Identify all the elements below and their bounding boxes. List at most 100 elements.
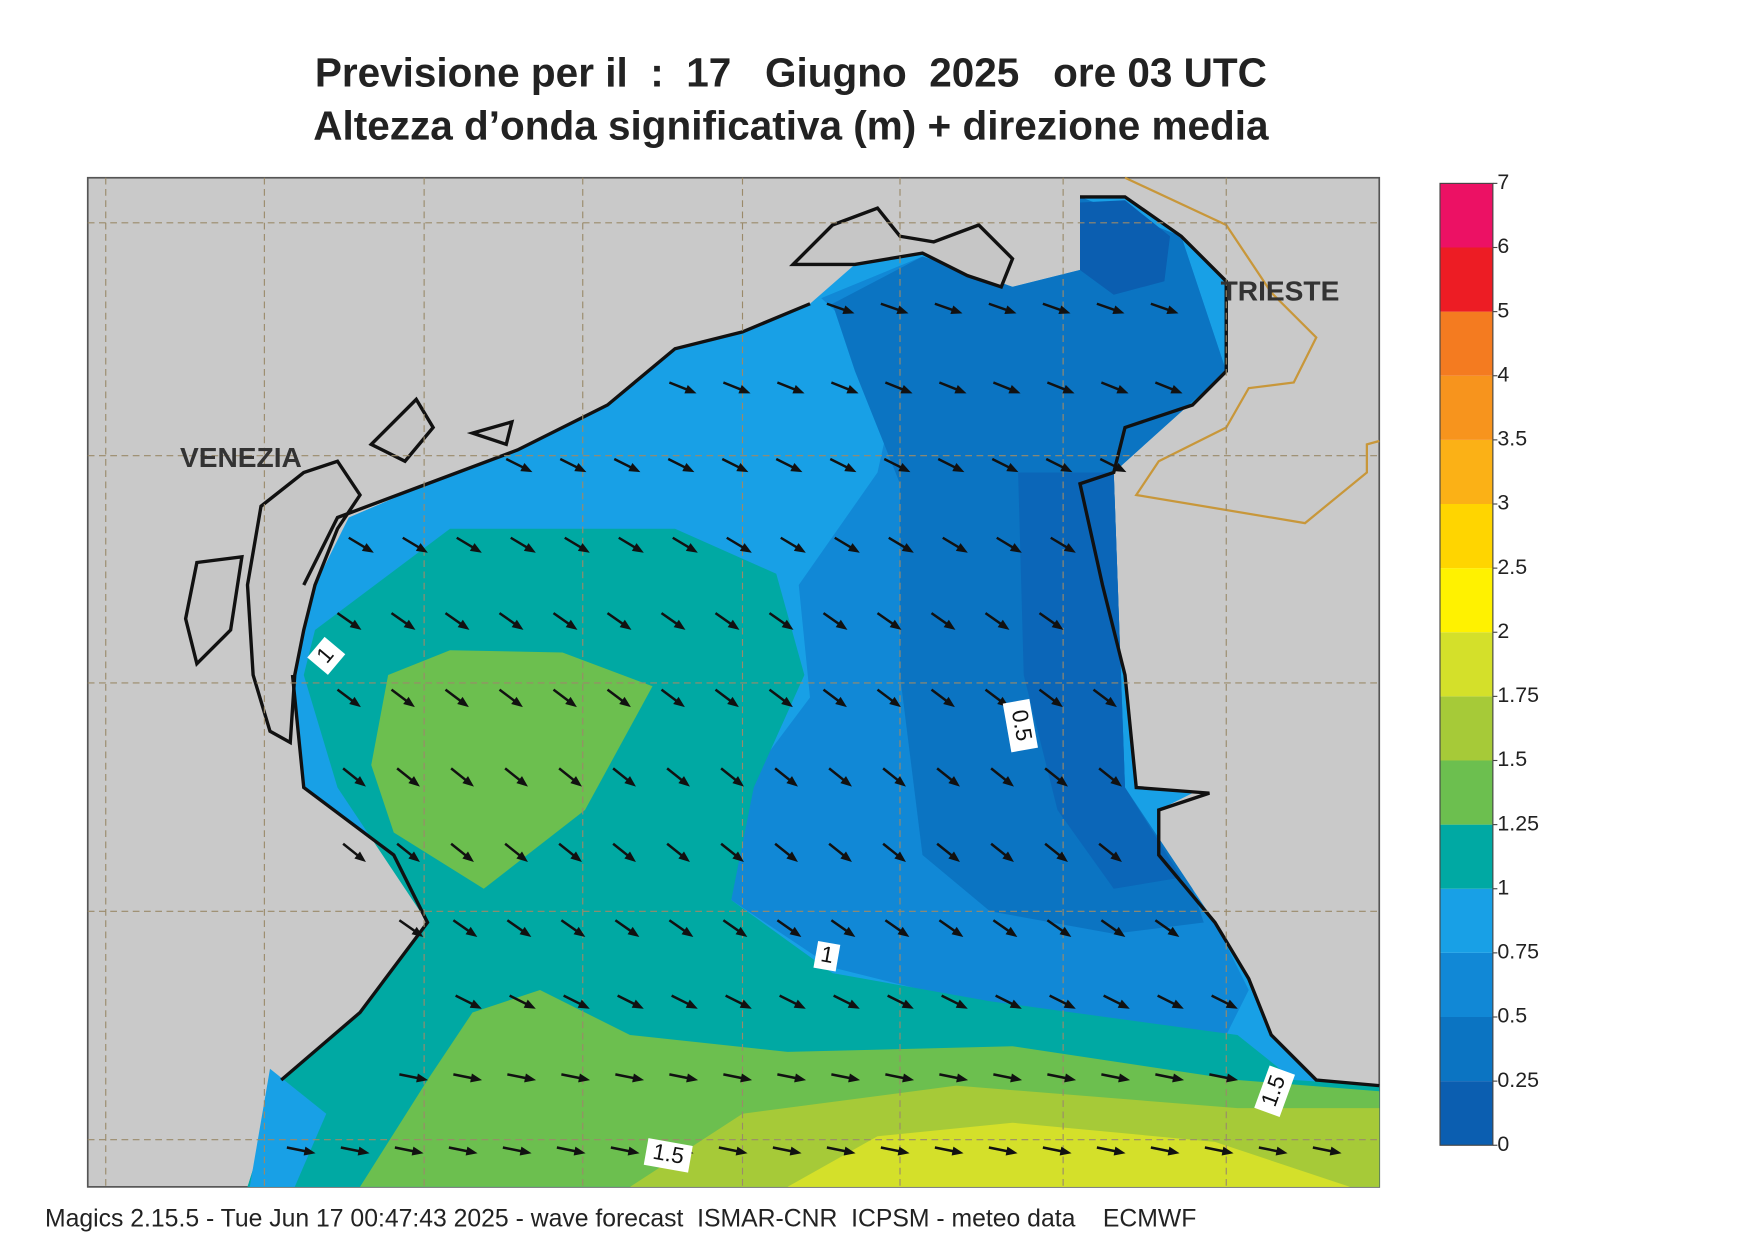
colorbar-band [1440, 696, 1493, 761]
colorbar-label: 1.5 [1497, 747, 1527, 771]
arrow-head [948, 851, 960, 863]
arrow-head [955, 999, 968, 1009]
arrow-head [1110, 851, 1122, 863]
arrow-head [574, 463, 587, 473]
arrow-head [835, 696, 847, 708]
arrow-head [565, 696, 577, 708]
arrow-head [1063, 999, 1076, 1009]
arrow-head [1275, 1146, 1288, 1156]
colorbar-band [1440, 247, 1493, 312]
arrow-head [465, 1146, 478, 1156]
place-label: TRIESTE [1221, 275, 1340, 306]
arrow-head [781, 696, 793, 708]
arrow-head [516, 776, 528, 787]
arrow-head [1010, 1073, 1023, 1083]
arrow-head [565, 619, 578, 630]
arrow-head [519, 1146, 532, 1156]
arrow-head [349, 619, 362, 630]
arrow-head [1058, 305, 1071, 314]
arrow-head [1118, 1073, 1131, 1083]
colorbar-label: 2.5 [1497, 555, 1527, 579]
colorbar-label: 3.5 [1497, 427, 1527, 451]
arrow-head [408, 776, 420, 787]
arrow-head [1051, 619, 1064, 630]
contour-label: 1 [813, 941, 841, 972]
arrow-head [735, 926, 748, 938]
arrow-head [624, 776, 636, 787]
sea-blue-patch [249, 1068, 327, 1187]
arrow-head [1005, 1146, 1018, 1156]
arrow-head [1004, 305, 1017, 314]
arrow-head [789, 1146, 802, 1156]
arrow-head [1166, 305, 1179, 314]
colorbar-label: 1.75 [1497, 683, 1539, 707]
arrow-head [738, 385, 751, 394]
colorbar-label: 1.25 [1497, 811, 1539, 835]
arrow-head [955, 543, 968, 553]
arrow-head [1005, 926, 1018, 938]
arrow-head [523, 543, 536, 553]
colorbar-band [1440, 760, 1493, 825]
arrow-head [840, 851, 852, 863]
contour-label: 1.5 [643, 1138, 693, 1173]
arrow-head [950, 305, 963, 314]
arrow-head [415, 543, 428, 553]
arrow-head [781, 619, 794, 630]
arrow-head [793, 999, 806, 1009]
sea-0-0.25-east [1018, 472, 1182, 889]
arrow-head [739, 543, 752, 553]
arrow-head [354, 851, 366, 863]
contour-label: 0.5 [1002, 698, 1038, 753]
arrow-head [1060, 463, 1073, 473]
arrow-head [523, 999, 536, 1009]
arrow-head [462, 851, 474, 863]
arrow-head [686, 1073, 699, 1083]
arrow-head [469, 543, 482, 553]
colorbar-band [1440, 1081, 1493, 1146]
contour-label-text: 1 [819, 941, 836, 968]
arrow-head [952, 463, 965, 473]
arrow-head [847, 999, 860, 1009]
arrow-head [682, 463, 695, 473]
arrow-head [357, 1146, 370, 1156]
arrow-head [1225, 999, 1238, 1009]
arrow-head [570, 851, 582, 863]
subtitle: Altezza d’onda significativa (m) + direz… [313, 103, 1269, 149]
arrow-head [794, 1073, 807, 1083]
arrow-head [1329, 1146, 1342, 1156]
arrow-head [889, 619, 902, 630]
colorbar-band [1440, 183, 1493, 248]
arrow-head [632, 1073, 645, 1083]
arrow-head [1114, 463, 1127, 473]
colorbar-label: 0 [1497, 1132, 1509, 1156]
colorbar-label: 0.25 [1497, 1068, 1539, 1092]
arrow-head [1167, 1146, 1180, 1156]
arrow-head [681, 926, 694, 938]
arrow-head [516, 851, 528, 863]
arrow-head [1008, 385, 1021, 394]
arrow-head [894, 851, 906, 863]
arrow-head [1006, 463, 1019, 473]
colorbar-frame [1439, 182, 1494, 1146]
arrow-head [847, 543, 860, 553]
arrow-head [786, 776, 798, 787]
arrow-head [840, 776, 852, 787]
arrow-head [577, 543, 590, 553]
arrow-head [511, 619, 524, 630]
arrow-head [1113, 1146, 1126, 1156]
colorbar-label: 2 [1497, 619, 1509, 643]
arrow-head [361, 543, 374, 553]
arrow-head [408, 851, 420, 863]
map-area: VENEZIA TRIESTE 1 0.5 1 1.5 1.5 [86, 176, 1381, 1188]
arrow-head [898, 463, 911, 473]
arrow-head [462, 776, 474, 787]
arrow-head [457, 619, 470, 630]
arrow-head [1171, 999, 1184, 1009]
arrow-head [303, 1146, 316, 1156]
graticule [87, 177, 1380, 1187]
arrow-head [1113, 926, 1126, 938]
contour-label-text: 1.5 [651, 1139, 686, 1169]
arrow-head [631, 543, 644, 553]
arrow-head [954, 385, 967, 394]
arrow-head [997, 619, 1010, 630]
